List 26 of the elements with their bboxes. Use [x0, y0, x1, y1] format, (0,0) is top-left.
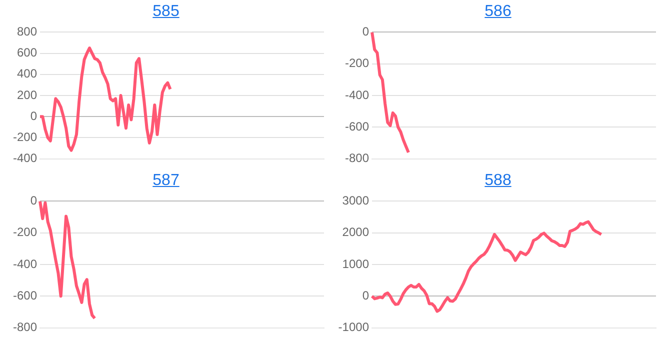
- y-tick-label: 3000: [342, 194, 370, 208]
- y-tick-label: 1000: [342, 256, 370, 271]
- y-tick-label: -200: [12, 130, 38, 144]
- y-tick-label: 200: [16, 88, 38, 102]
- y-tick-label: 800: [16, 24, 38, 39]
- y-tick-label: -600: [344, 119, 370, 134]
- y-tick-label: 0: [30, 108, 38, 123]
- y-tick-label: -800: [12, 320, 38, 334]
- y-tick-label: 600: [16, 46, 38, 60]
- y-tick-label: -400: [12, 256, 38, 271]
- y-tick-label: -400: [12, 151, 38, 166]
- y-tick-label: 0: [362, 288, 370, 302]
- chart-title: 588: [484, 171, 512, 191]
- y-tick-label: -600: [12, 288, 38, 302]
- y-tick-label: 0: [30, 194, 38, 208]
- chart-title: 587: [152, 171, 180, 191]
- y-tick-label: 2000: [342, 225, 370, 240]
- chart-title: 585: [152, 2, 180, 22]
- chart-title: 586: [484, 2, 512, 22]
- y-tick-label: -200: [344, 56, 370, 70]
- y-tick-label: 400: [16, 66, 38, 81]
- y-tick-label: -800: [344, 151, 370, 166]
- y-tick-label: -1000: [338, 320, 370, 334]
- y-tick-label: -200: [12, 225, 38, 240]
- y-tick-label: -400: [344, 88, 370, 102]
- y-tick-label: 0: [362, 24, 370, 39]
